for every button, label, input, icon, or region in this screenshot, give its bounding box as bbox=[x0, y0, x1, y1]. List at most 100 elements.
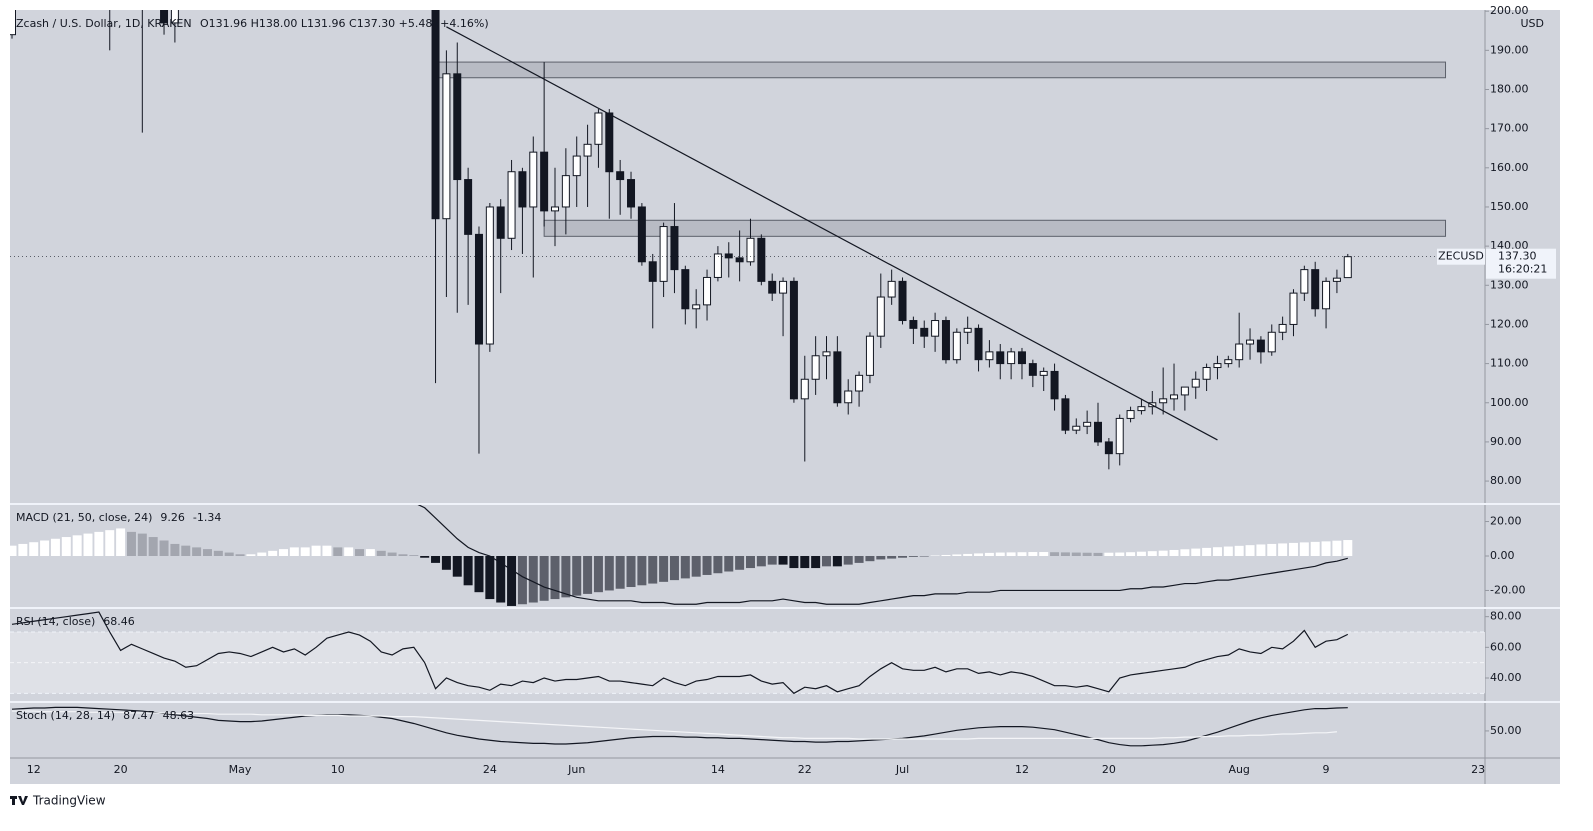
candle-body bbox=[627, 179, 636, 208]
candle-body bbox=[963, 327, 972, 333]
candle-body bbox=[1159, 398, 1168, 404]
y-tick-label: 40.00 bbox=[1490, 671, 1522, 684]
candle-body bbox=[1039, 370, 1048, 376]
y-tick-label: 110.00 bbox=[1490, 357, 1529, 370]
candle-body bbox=[485, 206, 494, 345]
candle-body bbox=[1104, 441, 1113, 455]
macd-histogram-bar bbox=[974, 553, 984, 556]
macd-histogram-bar bbox=[376, 550, 386, 556]
candle-body bbox=[10, 10, 16, 36]
macd-histogram-bar bbox=[170, 543, 180, 556]
macd-histogram-bar bbox=[626, 556, 636, 588]
candle-body bbox=[909, 320, 918, 329]
indicator-value: 48.63 bbox=[163, 709, 195, 722]
candle-body bbox=[779, 280, 788, 294]
macd-histogram-bar bbox=[789, 556, 799, 569]
x-tick-label: Aug bbox=[1228, 763, 1249, 776]
macd-histogram-bar bbox=[832, 556, 842, 567]
macd-histogram-bar bbox=[1169, 549, 1179, 556]
candle-body bbox=[1246, 339, 1255, 345]
macd-histogram-bar bbox=[94, 531, 104, 556]
macd-histogram-bar bbox=[865, 556, 875, 562]
macd-histogram-bar bbox=[1180, 549, 1190, 556]
candle-body bbox=[1050, 370, 1059, 400]
macd-histogram-bar bbox=[724, 556, 734, 572]
macd-histogram-bar bbox=[387, 552, 397, 556]
macd-histogram-bar bbox=[1343, 540, 1353, 556]
macd-histogram-bar bbox=[528, 556, 538, 603]
macd-histogram-bar bbox=[822, 556, 831, 567]
macd-histogram-bar bbox=[235, 554, 245, 556]
candle-body bbox=[876, 296, 885, 337]
candle-body bbox=[822, 351, 831, 357]
y-tick-label: 50.00 bbox=[1490, 724, 1522, 737]
macd-histogram-bar bbox=[919, 556, 929, 557]
indicator-line bbox=[12, 710, 1337, 740]
candle-body bbox=[1202, 367, 1211, 380]
macd-histogram-bar bbox=[1115, 552, 1125, 556]
candle-body bbox=[572, 155, 581, 177]
macd-histogram-bar bbox=[192, 547, 202, 556]
macd-histogram-bar bbox=[593, 556, 603, 593]
macd-histogram-bar bbox=[268, 550, 278, 556]
macd-histogram-bar bbox=[756, 556, 766, 567]
macd-histogram-bar bbox=[137, 533, 147, 556]
macd-histogram-bar bbox=[1278, 543, 1288, 556]
indicator-title: MACD (21, 50, close, 24) bbox=[16, 511, 152, 524]
candle-body bbox=[1278, 323, 1287, 333]
candle-body bbox=[648, 261, 657, 282]
macd-histogram-bar bbox=[1028, 552, 1038, 556]
macd-histogram-bar bbox=[778, 556, 788, 565]
macd-histogram-bar bbox=[1039, 552, 1049, 556]
macd-histogram-bar bbox=[1202, 547, 1212, 556]
macd-histogram-bar bbox=[72, 535, 82, 556]
macd-histogram-bar bbox=[365, 549, 375, 556]
currency-label: USD bbox=[1520, 17, 1544, 30]
indicator-value: 9.26 bbox=[160, 511, 185, 524]
candle-body bbox=[1061, 398, 1070, 431]
macd-histogram-bar bbox=[18, 543, 28, 556]
x-tick-label: 23 bbox=[1471, 763, 1485, 776]
macd-histogram-bar bbox=[1332, 540, 1342, 556]
x-tick-label: 14 bbox=[711, 763, 725, 776]
candle-body bbox=[833, 351, 842, 404]
macd-histogram-bar bbox=[1267, 543, 1277, 556]
macd-histogram-bar bbox=[811, 556, 821, 569]
candle-body bbox=[974, 327, 983, 361]
macd-histogram-bar bbox=[1191, 548, 1201, 556]
candle-body bbox=[1311, 269, 1320, 310]
y-tick-label: 90.00 bbox=[1490, 435, 1522, 448]
y-tick-label: 160.00 bbox=[1490, 161, 1529, 174]
macd-histogram-bar bbox=[289, 547, 299, 556]
macd-histogram-bar bbox=[398, 554, 408, 556]
candle-body bbox=[692, 304, 701, 310]
macd-histogram-bar bbox=[1126, 552, 1136, 556]
indicator-title: RSI (14, close) bbox=[16, 615, 95, 628]
macd-histogram-bar bbox=[40, 540, 50, 556]
y-tick-label: 200.00 bbox=[1490, 4, 1529, 17]
candle-body bbox=[1180, 386, 1189, 396]
indicator-value: 68.46 bbox=[103, 615, 135, 628]
macd-histogram-bar bbox=[50, 538, 60, 556]
candle-body bbox=[1083, 421, 1092, 427]
symbol-tag-text: ZECUSD bbox=[1438, 250, 1484, 263]
y-tick-label: 80.00 bbox=[1490, 610, 1522, 623]
ohlc-header: O131.96 H138.00 L131.96 C137.30 +5.48 (+… bbox=[200, 17, 489, 30]
candle-body bbox=[800, 378, 809, 400]
candle-body bbox=[540, 151, 549, 212]
candle-body bbox=[1332, 277, 1341, 282]
macd-histogram-bar bbox=[1082, 552, 1092, 556]
macd-histogram-bar bbox=[496, 556, 506, 603]
macd-histogram-bar bbox=[702, 556, 712, 575]
price-tag-countdown: 16:20:21 bbox=[1498, 263, 1547, 276]
macd-histogram-bar bbox=[941, 554, 951, 556]
macd-histogram-bar bbox=[485, 556, 495, 600]
candle-body bbox=[637, 206, 646, 263]
macd-histogram-bar bbox=[1288, 542, 1298, 556]
macd-histogram-bar bbox=[735, 556, 745, 570]
macd-histogram-bar bbox=[1223, 546, 1233, 556]
macd-histogram-bar bbox=[1136, 551, 1146, 556]
macd-histogram-bar bbox=[1234, 545, 1244, 556]
candle-body bbox=[170, 10, 179, 24]
macd-histogram-bar bbox=[202, 549, 212, 556]
